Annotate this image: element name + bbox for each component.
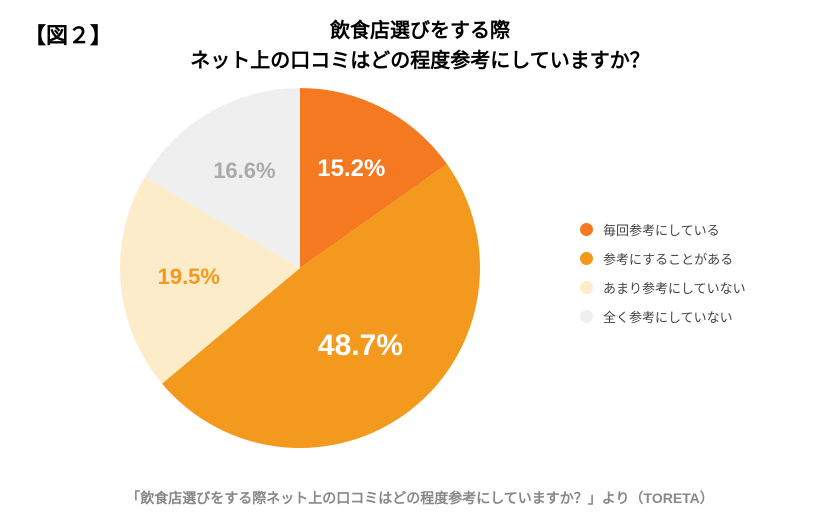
title-line-1: 飲食店選びをする際 — [330, 20, 510, 42]
legend-swatch — [580, 223, 593, 236]
slice-value-label: 16.6% — [213, 158, 275, 184]
legend-item: あまり参考にしていない — [580, 278, 746, 297]
legend-label: 参考にすることがある — [603, 249, 733, 268]
legend: 毎回参考にしている参考にすることがあるあまり参考にしていない全く参考にしていない — [580, 220, 746, 336]
legend-label: 全く参考にしていない — [603, 307, 733, 326]
legend-label: 毎回参考にしている — [603, 220, 720, 239]
legend-swatch — [580, 310, 593, 323]
slice-value-label: 15.2% — [317, 155, 385, 183]
legend-swatch — [580, 252, 593, 265]
title-line-2: ネット上の口コミはどの程度参考にしていますか？ — [190, 50, 649, 72]
slice-value-label: 48.7% — [318, 329, 403, 363]
legend-item: 全く参考にしていない — [580, 307, 746, 326]
legend-item: 毎回参考にしている — [580, 220, 746, 239]
chart-title: 飲食店選びをする際 ネット上の口コミはどの程度参考にしていますか？ — [0, 16, 840, 76]
slice-value-label: 19.5% — [158, 264, 220, 290]
chart-caption: 「飲食店選びをする際ネット上の口コミはどの程度参考にしていますか？」より（TOR… — [0, 488, 840, 508]
legend-swatch — [580, 281, 593, 294]
legend-label: あまり参考にしていない — [603, 278, 746, 297]
pie-chart: 15.2% 48.7% 19.5% 16.6% — [120, 88, 480, 448]
legend-item: 参考にすることがある — [580, 249, 746, 268]
